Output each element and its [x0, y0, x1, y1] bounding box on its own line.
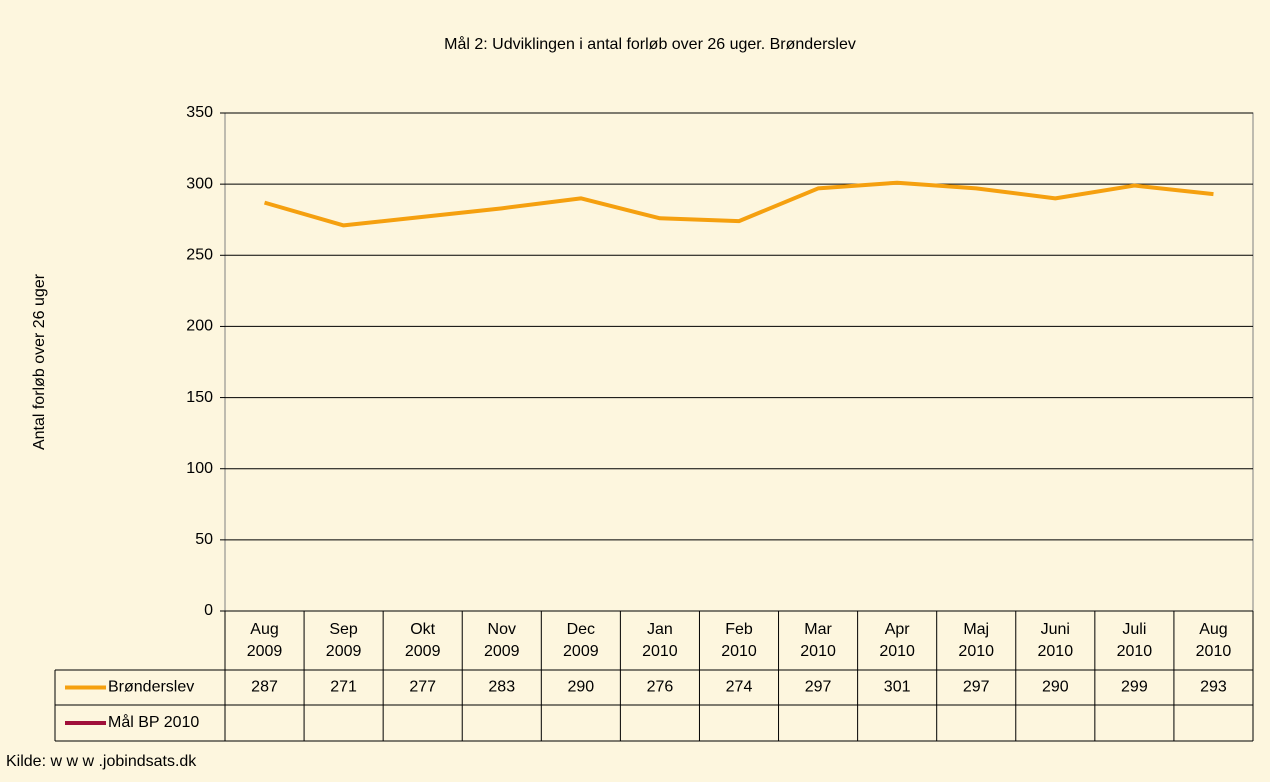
line: [263, 180, 1214, 228]
x-tick-label: Feb 2010: [721, 620, 757, 660]
table-value: 274: [726, 679, 753, 696]
table-value: 293: [1200, 679, 1227, 696]
y-tick-label: 350: [186, 104, 213, 121]
x-tick-label: Dec 2009: [563, 620, 599, 660]
y-tick-label: 200: [186, 318, 213, 335]
table-value: 290: [1042, 679, 1069, 696]
x-tick-label: Apr 2010: [879, 620, 915, 660]
table-value: 283: [488, 679, 515, 696]
y-tick-label: 150: [186, 389, 213, 406]
chart-title: Mål 2: Udviklingen i antal forløb over 2…: [444, 35, 856, 53]
y-tick-label: 250: [186, 247, 213, 264]
y-tick-label: 100: [186, 460, 213, 477]
x-tick-label: Okt 2009: [404, 620, 441, 660]
table-value: 277: [409, 679, 436, 696]
y-axis-label: Antal forløb over 26 uger: [31, 273, 48, 450]
source: Kilde: w w w .jobindsats.dk: [6, 753, 197, 770]
plot-border: [224, 112, 1254, 612]
table-value: 287: [251, 679, 278, 696]
table-value: 299: [1121, 679, 1148, 696]
x-tick-label: Juni 2010: [1037, 620, 1074, 660]
x-tick-label: Juli 2010: [1116, 620, 1153, 660]
x-tick-label: Jan 2010: [642, 620, 678, 660]
y-tick-label: 0: [204, 602, 213, 619]
table-value: 297: [963, 679, 990, 696]
table-value: 276: [647, 679, 674, 696]
table-value: 301: [884, 679, 911, 696]
x-tick-label: Aug 2009: [246, 620, 283, 660]
x-tick-label: Mar 2010: [800, 620, 836, 660]
table-value: 290: [567, 679, 594, 696]
y-tick-label: 50: [195, 531, 213, 548]
table-value: 271: [330, 679, 357, 696]
x-tick-label: Maj 2010: [958, 620, 995, 660]
x-tick-label: Sep 2009: [325, 620, 362, 660]
table-value: 297: [805, 679, 832, 696]
legend-label: Brønderslev: [108, 679, 194, 696]
x-tick-label: Nov 2009: [483, 620, 520, 660]
y-tick-label: 300: [186, 175, 213, 192]
legend-label: Mål BP 2010: [108, 713, 199, 731]
x-tick-label: Aug 2010: [1195, 620, 1232, 660]
